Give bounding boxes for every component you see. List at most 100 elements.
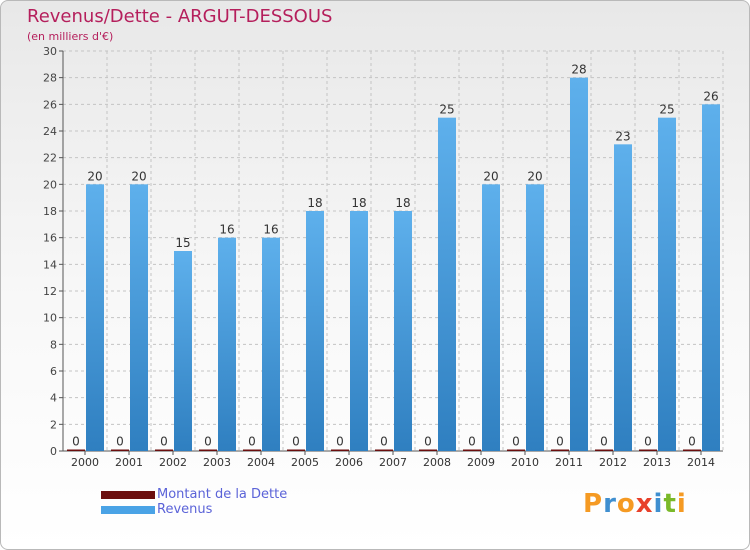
bar-revenus (306, 211, 324, 451)
x-tick-label: 2011 (555, 456, 583, 469)
bar-revenus (130, 184, 148, 452)
logo-letter: i (676, 489, 687, 519)
bar-dette (507, 449, 525, 451)
y-tick-label: 8 (50, 338, 57, 351)
bar-dette (111, 449, 129, 451)
bar-revenus (482, 184, 500, 452)
x-tick-label: 2008 (423, 456, 451, 469)
data-label-dette: 0 (160, 435, 168, 449)
x-tick-label: 2010 (511, 456, 539, 469)
y-tick-label: 4 (50, 392, 57, 405)
x-tick-label: 2013 (643, 456, 671, 469)
bar-revenus (702, 104, 720, 451)
x-tick-label: 2006 (335, 456, 363, 469)
data-label-revenus: 28 (571, 63, 586, 77)
data-label-revenus: 16 (219, 223, 234, 237)
data-label-revenus: 25 (439, 103, 454, 117)
data-label-revenus: 20 (483, 169, 498, 183)
x-tick-label: 2012 (599, 456, 627, 469)
legend-label-revenus: Revenus (157, 502, 213, 517)
bar-revenus (86, 184, 104, 452)
data-label-dette: 0 (336, 435, 344, 449)
bar-dette (419, 449, 437, 451)
chart-title: Revenus/Dette - ARGUT-DESSOUS (27, 6, 333, 27)
bar-revenus (526, 184, 544, 452)
y-tick-label: 24 (43, 125, 57, 138)
legend-swatch-dette (101, 491, 155, 499)
data-label-dette: 0 (688, 435, 696, 449)
bar-revenus (262, 237, 280, 451)
y-tick-label: 2 (50, 418, 57, 431)
bar-dette (595, 449, 613, 451)
data-label-dette: 0 (600, 435, 608, 449)
bar-revenus (570, 77, 588, 452)
bar-dette (551, 449, 569, 451)
y-tick-label: 26 (43, 98, 57, 111)
bar-dette (67, 449, 85, 451)
bar-revenus (218, 237, 236, 451)
bar-dette (155, 449, 173, 451)
bar-revenus (658, 117, 676, 452)
x-tick-label: 2009 (467, 456, 495, 469)
data-label-dette: 0 (380, 435, 388, 449)
bar-revenus (614, 144, 632, 452)
bar-dette (287, 449, 305, 451)
y-tick-label: 10 (43, 312, 57, 325)
x-tick-label: 2014 (687, 456, 715, 469)
logo-letter: x (635, 489, 654, 519)
bar-dette (331, 449, 349, 451)
x-tick-label: 2000 (71, 456, 99, 469)
x-tick-label: 2005 (291, 456, 319, 469)
bar-dette (243, 449, 261, 451)
data-label-revenus: 26 (703, 89, 718, 103)
bar-revenus (438, 117, 456, 452)
data-label-revenus: 25 (659, 103, 674, 117)
legend-label-dette: Montant de la Dette (157, 487, 288, 502)
data-label-revenus: 15 (175, 236, 190, 250)
bar-revenus (350, 211, 368, 451)
x-tick-label: 2001 (115, 456, 143, 469)
data-label-revenus: 23 (615, 129, 630, 143)
x-tick-label: 2003 (203, 456, 231, 469)
x-tick-label: 2004 (247, 456, 275, 469)
data-label-dette: 0 (116, 435, 124, 449)
data-label-dette: 0 (512, 435, 520, 449)
y-tick-label: 16 (43, 232, 57, 245)
bar-revenus (174, 251, 192, 451)
y-tick-label: 0 (50, 445, 57, 458)
data-label-dette: 0 (248, 435, 256, 449)
logo-letter: i (653, 489, 664, 519)
data-label-dette: 0 (72, 435, 80, 449)
proxiti-logo: Proxiti (583, 489, 687, 519)
data-label-dette: 0 (292, 435, 300, 449)
chart-subtitle: (en milliers d'€) (27, 30, 114, 43)
legend-swatch-revenus (101, 506, 155, 514)
x-tick-label: 2002 (159, 456, 187, 469)
data-label-revenus: 18 (351, 196, 366, 210)
y-tick-label: 14 (43, 258, 57, 271)
y-tick-label: 6 (50, 365, 57, 378)
bar-dette (199, 449, 217, 451)
y-tick-label: 18 (43, 205, 57, 218)
logo-letter: o (616, 489, 636, 519)
y-tick-label: 12 (43, 285, 57, 298)
bar-dette (463, 449, 481, 451)
y-tick-label: 30 (43, 45, 57, 58)
x-tick-label: 2007 (379, 456, 407, 469)
data-label-dette: 0 (644, 435, 652, 449)
data-label-revenus: 18 (395, 196, 410, 210)
logo-letter: t (663, 489, 677, 519)
logo-letter: r (603, 489, 617, 519)
data-label-revenus: 20 (87, 169, 102, 183)
data-label-dette: 0 (468, 435, 476, 449)
data-label-dette: 0 (204, 435, 212, 449)
data-label-revenus: 18 (307, 196, 322, 210)
bar-dette (683, 449, 701, 451)
data-label-dette: 0 (424, 435, 432, 449)
logo-letter: P (583, 489, 604, 519)
bar-dette (375, 449, 393, 451)
data-label-revenus: 16 (263, 223, 278, 237)
data-label-revenus: 20 (527, 169, 542, 183)
